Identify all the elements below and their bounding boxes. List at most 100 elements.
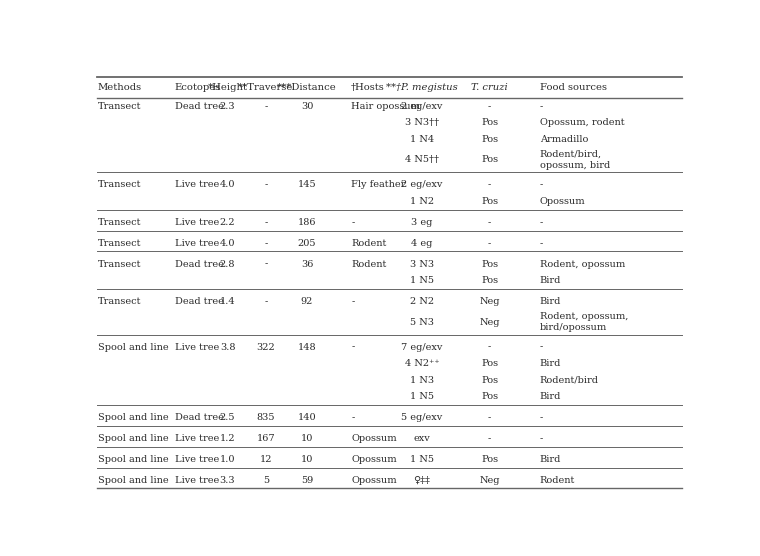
Text: Transect: Transect xyxy=(98,181,141,190)
Text: Pos: Pos xyxy=(481,156,499,165)
Text: -: - xyxy=(540,239,543,247)
Text: Hair opossum: Hair opossum xyxy=(351,102,420,111)
Text: Live tree: Live tree xyxy=(175,475,219,485)
Text: -: - xyxy=(488,181,491,190)
Text: Opossum: Opossum xyxy=(540,197,585,206)
Text: Opossum: Opossum xyxy=(351,434,397,443)
Text: Spool and line: Spool and line xyxy=(98,434,169,443)
Text: 10: 10 xyxy=(301,434,313,443)
Text: Methods: Methods xyxy=(98,83,142,92)
Text: 205: 205 xyxy=(298,239,316,247)
Text: 12: 12 xyxy=(260,455,272,464)
Text: 5: 5 xyxy=(263,475,269,485)
Text: 1 N4: 1 N4 xyxy=(410,135,434,144)
Text: 835: 835 xyxy=(257,413,275,422)
Text: Transect: Transect xyxy=(98,260,141,269)
Text: 140: 140 xyxy=(298,413,316,422)
Text: Fly feather: Fly feather xyxy=(351,181,406,190)
Text: -: - xyxy=(488,239,491,247)
Text: 4.0: 4.0 xyxy=(220,239,236,247)
Text: Rodent/bird: Rodent/bird xyxy=(540,376,599,385)
Text: -: - xyxy=(540,218,543,227)
Text: Dead tree: Dead tree xyxy=(175,260,223,269)
Text: Bird: Bird xyxy=(540,276,561,285)
Text: 1 N5: 1 N5 xyxy=(410,276,434,285)
Text: Dead tree: Dead tree xyxy=(175,413,223,422)
Text: Live tree: Live tree xyxy=(175,239,219,247)
Text: 5 N3: 5 N3 xyxy=(410,317,434,326)
Text: 1 N5: 1 N5 xyxy=(410,392,434,401)
Text: Bird: Bird xyxy=(540,297,561,306)
Text: Rodent: Rodent xyxy=(351,260,387,269)
Text: Pos: Pos xyxy=(481,392,499,401)
Text: T. cruzi: T. cruzi xyxy=(471,83,508,92)
Text: 4.0: 4.0 xyxy=(220,181,236,190)
Text: 7 eg/exv: 7 eg/exv xyxy=(401,342,442,351)
Text: Spool and line: Spool and line xyxy=(98,342,169,351)
Text: 1.4: 1.4 xyxy=(220,297,236,306)
Text: Rodent, opossum: Rodent, opossum xyxy=(540,260,625,269)
Text: Spool and line: Spool and line xyxy=(98,455,169,464)
Text: Pos: Pos xyxy=(481,197,499,206)
Text: Live tree: Live tree xyxy=(175,181,219,190)
Text: -: - xyxy=(488,342,491,351)
Text: 2 eg/exv: 2 eg/exv xyxy=(401,181,442,190)
Text: -: - xyxy=(264,181,268,190)
Text: 10: 10 xyxy=(301,455,313,464)
Text: Bird: Bird xyxy=(540,455,561,464)
Text: 1 N2: 1 N2 xyxy=(410,197,434,206)
Text: 1 N5: 1 N5 xyxy=(410,455,434,464)
Text: 36: 36 xyxy=(301,260,313,269)
Text: 3.3: 3.3 xyxy=(220,475,236,485)
Text: -: - xyxy=(540,342,543,351)
Text: -: - xyxy=(488,434,491,443)
Text: 4 N5††: 4 N5†† xyxy=(405,156,439,165)
Text: ***Distance: ***Distance xyxy=(277,83,337,92)
Text: Rodent: Rodent xyxy=(540,475,575,485)
Text: Rodent, opossum,
bird/opossum: Rodent, opossum, bird/opossum xyxy=(540,312,628,332)
Text: Spool and line: Spool and line xyxy=(98,413,169,422)
Text: Opossum: Opossum xyxy=(351,455,397,464)
Text: 3 N3: 3 N3 xyxy=(410,260,434,269)
Text: -: - xyxy=(351,413,354,422)
Text: Pos: Pos xyxy=(481,118,499,127)
Text: -: - xyxy=(540,413,543,422)
Text: Pos: Pos xyxy=(481,455,499,464)
Text: Opossum, rodent: Opossum, rodent xyxy=(540,118,624,127)
Text: -: - xyxy=(264,260,268,269)
Text: Pos: Pos xyxy=(481,359,499,368)
Text: 2.8: 2.8 xyxy=(220,260,236,269)
Text: -: - xyxy=(351,218,354,227)
Text: -: - xyxy=(264,102,268,111)
Text: Ecotopes: Ecotopes xyxy=(175,83,220,92)
Text: Pos: Pos xyxy=(481,135,499,144)
Text: Armadillo: Armadillo xyxy=(540,135,588,144)
Text: 5 eg/exv: 5 eg/exv xyxy=(401,413,442,422)
Text: 148: 148 xyxy=(298,342,316,351)
Text: Transect: Transect xyxy=(98,218,141,227)
Text: Transect: Transect xyxy=(98,102,141,111)
Text: Transect: Transect xyxy=(98,239,141,247)
Text: 2 eg/exv: 2 eg/exv xyxy=(401,102,442,111)
Text: 4 N2⁺⁺: 4 N2⁺⁺ xyxy=(404,359,439,368)
Text: 2.5: 2.5 xyxy=(220,413,236,422)
Text: 3 eg: 3 eg xyxy=(411,218,432,227)
Text: 2.3: 2.3 xyxy=(220,102,236,111)
Text: 2.2: 2.2 xyxy=(220,218,236,227)
Text: **Traverse: **Traverse xyxy=(238,83,293,92)
Text: -: - xyxy=(264,239,268,247)
Text: ♀‡‡: ♀‡‡ xyxy=(413,475,430,485)
Text: -: - xyxy=(264,218,268,227)
Text: 1 N3: 1 N3 xyxy=(410,376,434,385)
Text: -: - xyxy=(264,297,268,306)
Text: Live tree: Live tree xyxy=(175,434,219,443)
Text: Rodent: Rodent xyxy=(351,239,387,247)
Text: 1.2: 1.2 xyxy=(220,434,236,443)
Text: -: - xyxy=(351,297,354,306)
Text: Pos: Pos xyxy=(481,376,499,385)
Text: Pos: Pos xyxy=(481,260,499,269)
Text: Pos: Pos xyxy=(481,276,499,285)
Text: -: - xyxy=(488,102,491,111)
Text: Live tree: Live tree xyxy=(175,218,219,227)
Text: Bird: Bird xyxy=(540,392,561,401)
